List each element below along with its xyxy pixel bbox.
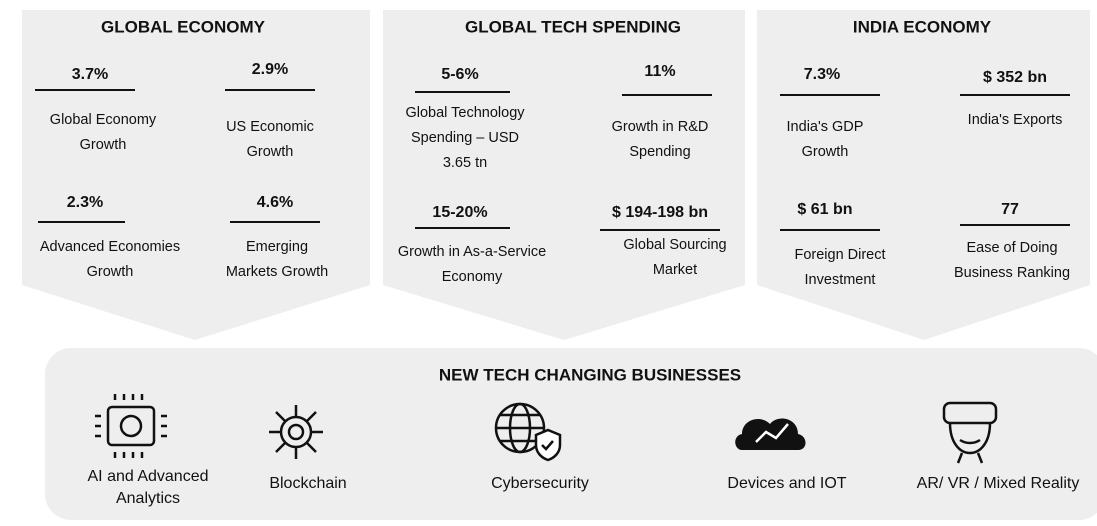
panel-title: INDIA ECONOMY (853, 17, 992, 36)
tech-item-line: Analytics (116, 490, 180, 507)
stat-label-line: Emerging (246, 239, 308, 255)
tech-item-line: Cybersecurity (491, 475, 589, 492)
tech-item-line: Devices and IOT (727, 475, 846, 492)
panel-bg (383, 10, 745, 340)
stat-value: 15-20% (432, 204, 487, 221)
stat-label: Global Technology Spending – USD 3.65 tn (405, 105, 525, 171)
stat-label-line: Ease of Doing (966, 240, 1057, 256)
new-tech-bg (45, 348, 1097, 520)
tech-item-line: AI and Advanced (88, 468, 209, 485)
new-tech-title: NEW TECH CHANGING BUSINESSES (439, 365, 741, 384)
stat-label-line: Markets Growth (226, 264, 328, 280)
stat-label-line: Advanced Economies (40, 239, 180, 255)
stat-label-line: Market (653, 262, 697, 278)
stat-label-line: Global Sourcing (623, 237, 726, 253)
stat-label-line: Spending – USD (411, 130, 519, 146)
stat-label-line: India's Exports (968, 112, 1063, 128)
panel-bg (757, 10, 1090, 340)
stat-label-line: Global Economy (50, 112, 157, 128)
stat-label-line: Spending (629, 144, 690, 160)
stat-value: 3.7% (72, 66, 108, 83)
stat-label-line: Growth (247, 144, 294, 160)
stat-value: 7.3% (804, 66, 840, 83)
stat-value: $ 61 bn (797, 201, 852, 218)
stat-value: 11% (644, 63, 675, 80)
stat-label-line: Foreign Direct (794, 247, 885, 263)
stat-label-line: 3.65 tn (443, 155, 487, 171)
stat-label: India's GDP Growth (787, 119, 864, 160)
stat-value: $ 352 bn (983, 69, 1047, 86)
stat-label-line: US Economic (226, 119, 314, 135)
tech-item: AI and Advanced Analytics (88, 468, 209, 507)
panel-title: GLOBAL TECH SPENDING (465, 17, 681, 36)
stat-value: 5-6% (441, 66, 478, 83)
stat-label-line: Growth (87, 264, 134, 280)
stat-label-line: India's GDP (787, 119, 864, 135)
stat-label: Growth in R&D Spending (612, 119, 709, 160)
stat-label: Growth in As-a-Service Economy (398, 244, 546, 285)
stat-value: 2.9% (252, 61, 288, 78)
stat-value: $ 194-198 bn (612, 204, 708, 221)
panel-bg (22, 10, 370, 340)
stat-label: Emerging Markets Growth (226, 239, 328, 280)
tech-item: Cybersecurity (491, 475, 589, 492)
stat-label: Foreign Direct Investment (794, 247, 885, 288)
vr-icon (942, 401, 998, 464)
cyber-icon (494, 402, 562, 462)
tech-item: Devices and IOT (727, 475, 846, 492)
stat-label-line: Growth (802, 144, 849, 160)
stat-label: Advanced Economies Growth (40, 239, 180, 280)
stat-label: Global Sourcing Market (623, 237, 726, 278)
stat-label: US Economic Growth (226, 119, 314, 160)
stat-label-line: Growth in R&D (612, 119, 709, 135)
stat-value: 4.6% (257, 194, 293, 211)
stat-label: Global Economy Growth (50, 112, 157, 153)
ai-icon (95, 394, 167, 458)
stat-label-line: Business Ranking (954, 265, 1070, 281)
stat-label-line: Economy (442, 269, 503, 285)
stat-label: India's Exports (968, 112, 1063, 128)
iot-icon (735, 418, 806, 450)
stat-label: Ease of Doing Business Ranking (954, 240, 1070, 281)
stat-label-line: Growth (80, 137, 127, 153)
stat-label-line: Investment (805, 272, 876, 288)
stat-label-line: Growth in As-a-Service (398, 244, 546, 260)
panel-title: GLOBAL ECONOMY (101, 17, 266, 36)
stat-value: 77 (1001, 201, 1019, 218)
tech-item: AR/ VR / Mixed Reality (917, 475, 1080, 492)
tech-item-line: AR/ VR / Mixed Reality (917, 475, 1080, 492)
blockchain-icon (269, 405, 323, 459)
stat-value: 2.3% (67, 194, 103, 211)
stat-label-line: Global Technology (405, 105, 525, 121)
tech-item-line: Blockchain (269, 475, 346, 492)
tech-item: Blockchain (269, 475, 346, 492)
